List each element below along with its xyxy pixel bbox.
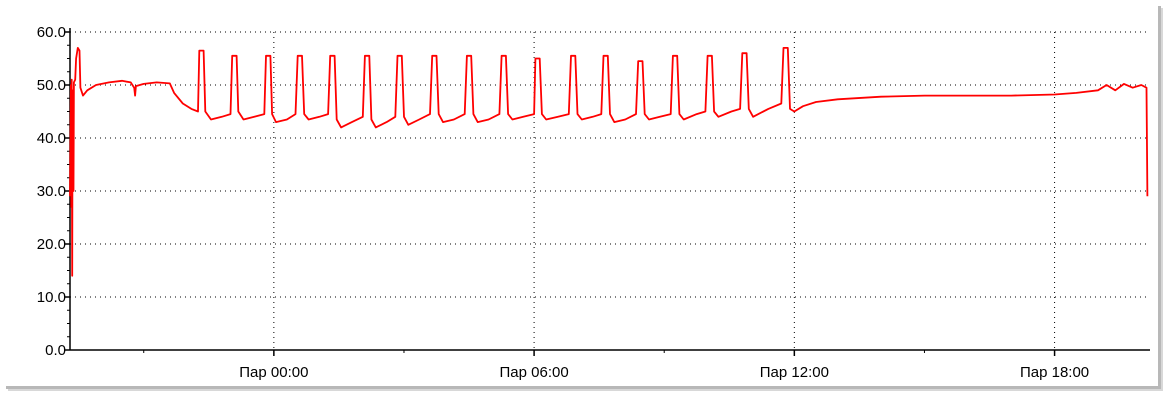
x-tick-label: Пар 00:00: [239, 364, 308, 381]
series-line: [69, 47, 1149, 277]
series: [69, 47, 1149, 277]
x-tick-label: Пар 12:00: [760, 364, 829, 381]
y-tick-label: 40.0: [37, 130, 66, 147]
y-tick-label: 60.0: [37, 24, 66, 41]
x-tick-label: Пар 18:00: [1020, 364, 1089, 381]
x-tick-label: Пар 06:00: [500, 364, 569, 381]
chart-frame: 0.0 10.0 20.0 30.0 40.0 50.0 60.0 Пар 00:00 Пар …: [3, 3, 1158, 386]
y-tick-label: 20.0: [37, 236, 66, 253]
grid: [70, 31, 1150, 350]
y-tick-label: 30.0: [37, 183, 66, 200]
tick-labels: 0.0 10.0 20.0 30.0 40.0 50.0 60.0 Пар 00:00 Пар …: [37, 24, 1089, 381]
y-tick-label: 0.0: [45, 342, 66, 359]
axes: [65, 28, 1150, 356]
y-tick-label: 50.0: [37, 77, 66, 94]
line-chart: 0.0 10.0 20.0 30.0 40.0 50.0 60.0 Пар 00:00 Пар …: [37, 24, 1150, 381]
y-tick-label: 10.0: [37, 289, 66, 306]
